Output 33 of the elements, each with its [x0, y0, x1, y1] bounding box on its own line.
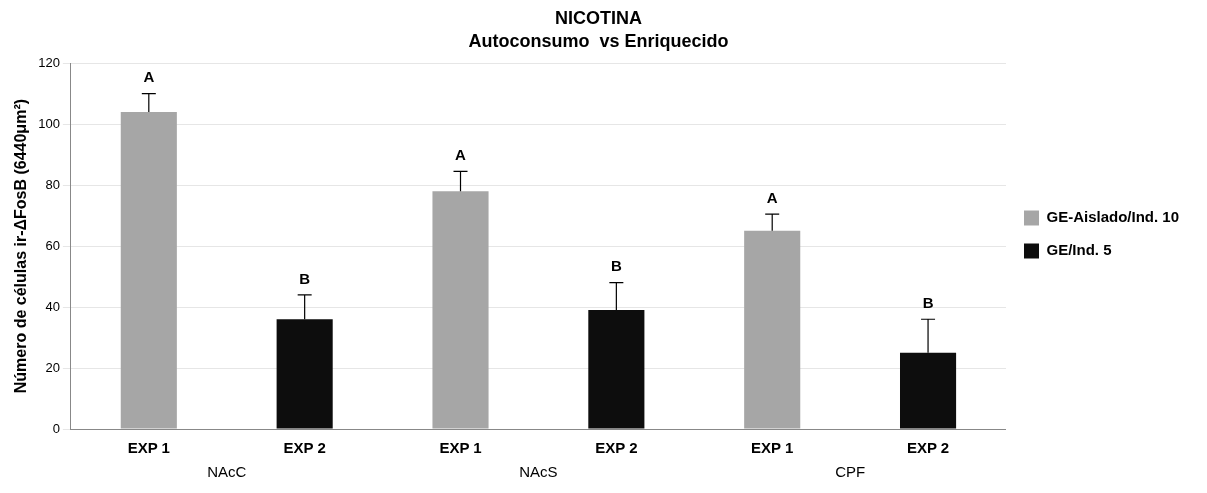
bar: [276, 319, 333, 429]
bar: [588, 310, 645, 429]
data-label: A: [766, 188, 778, 206]
data-label: A: [455, 146, 467, 164]
y-tick-label: 60: [45, 237, 60, 253]
y-tick-label: 20: [45, 359, 60, 375]
bar: [432, 191, 489, 429]
bar: [120, 111, 177, 429]
text: CPF: [835, 462, 866, 480]
legend-label: GE/Ind. 5: [1046, 241, 1112, 259]
y-tick-label: 120: [38, 54, 60, 70]
data-label: B: [922, 293, 934, 311]
chart-subtitle: Autoconsumo vs Enriquecido: [468, 31, 729, 52]
x-tick-label: EXP 1: [751, 439, 794, 457]
y-tick-label: 80: [45, 176, 60, 192]
text: NAcC: [207, 462, 247, 480]
data-label: A: [143, 68, 155, 86]
y-axis-title: Número de células ir-ΔFosB (6440μm²): [12, 98, 30, 394]
text: NAcS: [519, 462, 558, 480]
bar: [744, 230, 801, 429]
bar: [900, 352, 957, 429]
y-tick-label: 40: [45, 298, 60, 314]
data-label: B: [610, 257, 622, 275]
x-tick-label: EXP 2: [906, 439, 950, 457]
x-tick-label: EXP 1: [127, 439, 170, 457]
legend-label: GE-Aislado/Ind. 10: [1046, 208, 1180, 226]
y-tick-label: 100: [38, 115, 60, 131]
x-tick-label: EXP 2: [595, 439, 638, 457]
chart-title: NICOTINA: [555, 7, 642, 28]
data-label: B: [299, 269, 311, 287]
x-tick-label: EXP 2: [283, 439, 326, 457]
y-tick-label: 0: [52, 420, 60, 436]
x-tick-label: EXP 1: [439, 439, 482, 457]
